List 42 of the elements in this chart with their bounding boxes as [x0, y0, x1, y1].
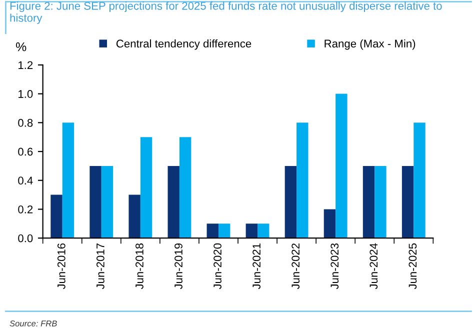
bar	[168, 166, 180, 238]
bar	[101, 166, 114, 238]
bar	[284, 166, 297, 238]
x-tick-label: Jun-2023	[330, 243, 339, 290]
bar	[246, 224, 258, 238]
bar	[90, 166, 102, 238]
bar	[62, 122, 74, 238]
bar	[179, 137, 192, 238]
bar	[140, 137, 152, 238]
x-tick-label: Jun-2024	[370, 243, 378, 290]
x-tick-label: Jun-2017	[96, 244, 104, 290]
bar	[324, 209, 336, 238]
bar	[258, 224, 270, 238]
legend-label: Central tendency difference	[116, 39, 252, 50]
bar	[50, 194, 62, 238]
y-tick-label: 0.0	[18, 234, 33, 242]
x-tick-label: Jun-2018	[136, 243, 144, 290]
legend-label: Range (Max - Min)	[324, 39, 416, 50]
y-tick-label: 1.0	[18, 90, 33, 98]
bar	[296, 122, 308, 238]
y-tick-label: 0.4	[18, 176, 33, 185]
y-tick-label: 0.6	[18, 148, 33, 156]
source-note: Source: FRB	[10, 320, 57, 326]
bar	[206, 224, 218, 238]
y-tick-label: 0.2	[18, 206, 33, 214]
bar	[218, 224, 230, 238]
bar	[402, 166, 414, 238]
x-tick-label: Jun-2016	[57, 243, 66, 290]
y-tick-label: 1.2	[18, 61, 33, 69]
x-tick-label: Jun-2019	[174, 243, 182, 290]
bar	[374, 166, 386, 238]
y-tick-label: 0.8	[18, 118, 33, 127]
x-tick-label: Jun-2022	[292, 244, 300, 290]
y-axis-title: %	[16, 42, 26, 52]
bar	[128, 194, 140, 238]
chart-title: Figure 2: June SEP projections for 2025 fed funds rate not unusually disperse relative to history	[10, 2, 442, 24]
x-tick-label: Jun-2025	[408, 243, 417, 290]
bar	[336, 94, 348, 238]
bar	[362, 166, 375, 238]
x-tick-label: Jun-2020	[214, 243, 222, 290]
x-tick-label: Jun-2021	[252, 243, 260, 290]
bar	[414, 122, 426, 238]
